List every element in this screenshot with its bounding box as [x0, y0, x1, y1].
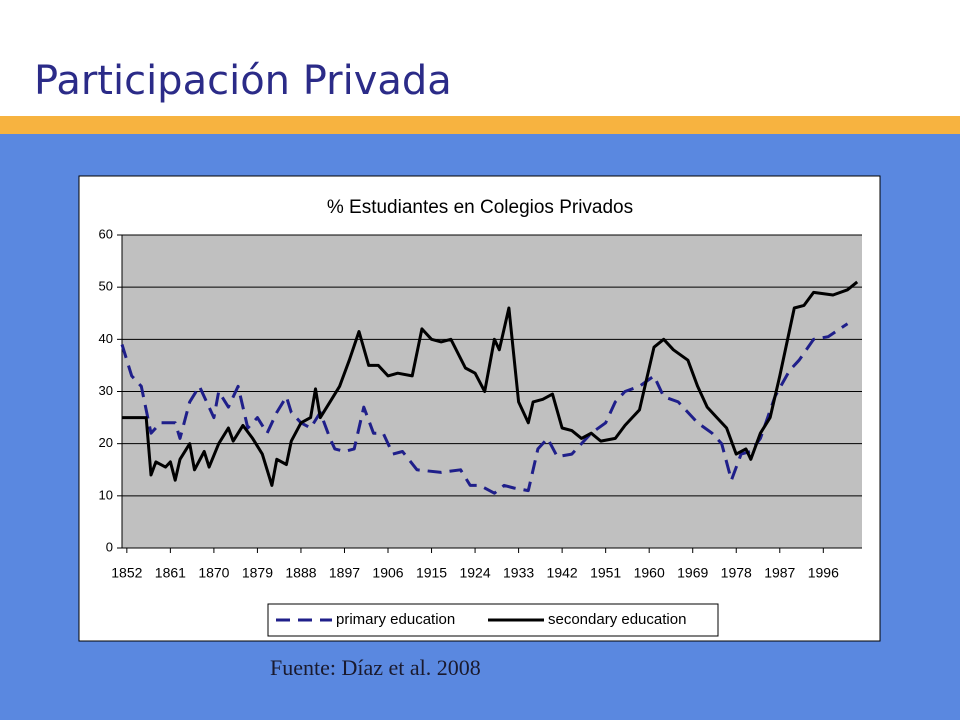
source-note: Fuente: Díaz et al. 2008 — [270, 655, 481, 680]
y-tick-label: 50 — [99, 279, 113, 294]
x-tick-label: 1951 — [590, 565, 621, 581]
series-line — [122, 280, 859, 487]
y-tick-label: 20 — [99, 435, 113, 450]
slide-title: Participación Privada — [34, 58, 452, 104]
x-tick-label: 1978 — [721, 565, 752, 581]
x-tick-label: 1861 — [155, 565, 186, 581]
x-tick-label: 1870 — [198, 565, 229, 581]
x-tick-label: 1987 — [764, 565, 795, 581]
chart-title: % Estudiantes en Colegios Privados — [327, 197, 633, 218]
x-tick-label: 1852 — [111, 565, 142, 581]
x-tick-label: 1924 — [459, 565, 490, 581]
series-line — [120, 322, 849, 495]
x-tick-label: 1996 — [808, 565, 839, 581]
x-tick-label: 1915 — [416, 565, 447, 581]
x-tick-label: 1897 — [329, 565, 360, 581]
y-tick-label: 60 — [99, 226, 113, 241]
x-tick-label: 1888 — [285, 565, 316, 581]
header — [0, 0, 960, 118]
x-tick-label: 1942 — [547, 565, 578, 581]
x-tick-label: 1933 — [503, 565, 534, 581]
accent-bar — [0, 116, 960, 134]
y-tick-label: 0 — [106, 539, 113, 554]
y-tick-label: 40 — [99, 331, 113, 346]
y-tick-label: 10 — [99, 487, 113, 502]
legend-label: primary education — [336, 611, 455, 628]
x-tick-label: 1906 — [372, 565, 403, 581]
legend-label: secondary education — [548, 611, 686, 628]
x-tick-label: 1960 — [634, 565, 665, 581]
y-tick-label: 30 — [99, 383, 113, 398]
x-tick-label: 1879 — [242, 565, 273, 581]
x-tick-label: 1969 — [677, 565, 708, 581]
